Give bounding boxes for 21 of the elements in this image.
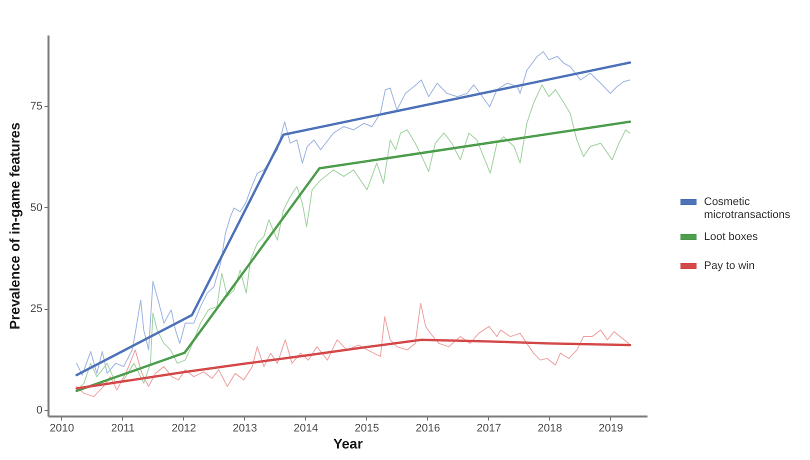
x-tick-label: 2016 bbox=[416, 422, 440, 434]
legend-label: Cosmetic microtransactions bbox=[704, 196, 791, 221]
x-tick-label: 2012 bbox=[172, 422, 196, 434]
x-tick-label: 2017 bbox=[476, 422, 502, 434]
legend-label: Loot boxes bbox=[704, 231, 758, 243]
y-tick-label: 50 bbox=[30, 202, 42, 214]
line-series bbox=[75, 338, 632, 390]
x-tick-label: 2019 bbox=[598, 422, 624, 434]
x-tick-label: 2013 bbox=[232, 422, 258, 434]
x-tick-label: 2015 bbox=[354, 422, 380, 434]
x-axis-title: Year bbox=[333, 436, 364, 452]
x-tick-label: 2018 bbox=[538, 422, 562, 434]
line-series bbox=[76, 302, 630, 398]
x-tick-label: 2014 bbox=[294, 422, 318, 434]
y-tick-label: 75 bbox=[30, 100, 42, 112]
legend-label: Pay to win bbox=[704, 260, 755, 272]
y-axis-title: Prevalence of in-game features bbox=[6, 122, 22, 330]
y-tick-label: 0 bbox=[36, 404, 42, 416]
x-tick-label: 2011 bbox=[111, 422, 135, 434]
y-tick-label: 25 bbox=[30, 303, 42, 316]
x-tick-label: 2010 bbox=[50, 422, 74, 434]
